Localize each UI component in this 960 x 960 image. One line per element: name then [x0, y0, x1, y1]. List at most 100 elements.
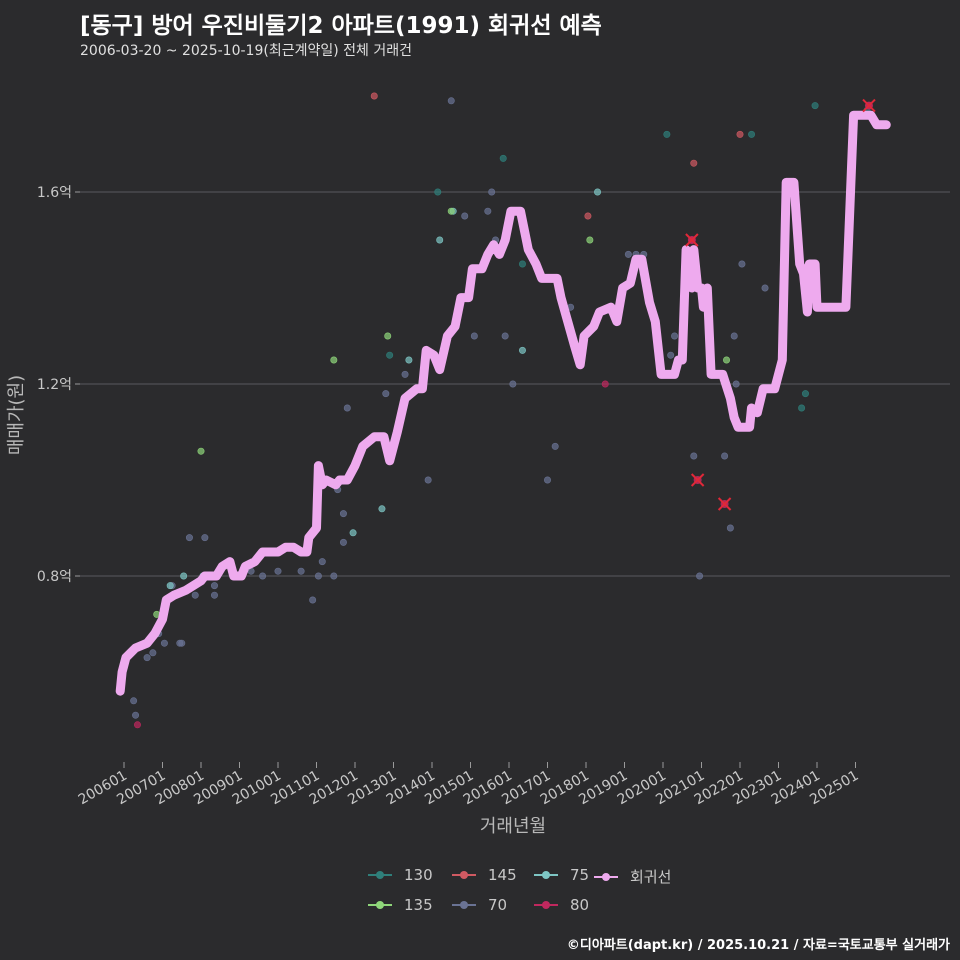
data-point	[378, 505, 386, 513]
chart-subtitle: 2006-03-20 ~ 2025-10-19(최근계약일) 전체 거래건	[80, 43, 412, 59]
y-tick-label: 1.2억	[37, 377, 72, 393]
data-point	[447, 97, 455, 105]
data-point	[586, 236, 594, 244]
legend-item[interactable]: 75	[534, 866, 589, 884]
data-point	[488, 188, 496, 196]
data-point	[349, 529, 357, 537]
data-point	[309, 596, 317, 604]
data-point	[723, 356, 731, 364]
data-point	[748, 130, 756, 138]
data-point	[297, 567, 305, 575]
data-point	[736, 130, 744, 138]
data-point	[424, 476, 432, 484]
legend-label: 70	[488, 896, 508, 914]
data-point	[405, 356, 413, 364]
data-point	[584, 212, 592, 220]
data-point	[339, 510, 347, 518]
data-point	[133, 721, 141, 729]
data-point	[509, 380, 517, 388]
data-point	[180, 572, 188, 580]
data-point	[384, 332, 392, 340]
data-point	[330, 572, 338, 580]
data-point	[210, 582, 218, 590]
legend-label: 80	[570, 896, 590, 914]
data-point	[210, 591, 218, 599]
data-point	[690, 159, 698, 167]
highlight-cross-icon	[717, 497, 732, 511]
data-point	[401, 370, 409, 378]
legend-key-icon	[452, 868, 476, 882]
data-point	[696, 572, 704, 580]
data-point	[518, 346, 526, 354]
data-point	[663, 130, 671, 138]
data-point	[811, 102, 819, 110]
data-point	[732, 380, 740, 388]
data-point	[330, 356, 338, 364]
highlight-cross-icon	[690, 473, 705, 487]
legend-item[interactable]: 회귀선	[594, 866, 671, 887]
data-point	[671, 332, 679, 340]
y-tick-label: 1.6억	[37, 185, 72, 201]
series-135	[153, 207, 731, 618]
legend-key-icon	[594, 870, 618, 884]
data-point	[434, 188, 442, 196]
data-point	[624, 250, 632, 258]
data-point	[191, 591, 199, 599]
y-tick-label: 0.8억	[37, 569, 72, 585]
highlighted-point	[717, 497, 732, 511]
data-point	[386, 351, 394, 359]
data-point	[149, 649, 157, 657]
data-point	[543, 476, 551, 484]
highlighted-point	[862, 98, 876, 113]
data-point	[721, 452, 729, 460]
data-point	[185, 534, 193, 542]
chart-title: [동구] 방어 우진비둘기2 아파트(1991) 회귀선 예측	[80, 13, 602, 39]
data-point	[447, 207, 455, 215]
data-point	[594, 188, 602, 196]
data-point	[314, 572, 322, 580]
legend-item[interactable]: 80	[534, 896, 589, 914]
legend-item[interactable]: 145	[452, 866, 517, 884]
legend-label: 75	[570, 866, 590, 884]
data-point	[130, 697, 138, 705]
data-point	[730, 332, 738, 340]
data-point	[197, 447, 205, 455]
data-point	[738, 260, 746, 268]
data-point	[343, 404, 351, 412]
data-point	[178, 639, 186, 647]
legend-item[interactable]: 135	[368, 896, 433, 914]
legend-key-icon	[368, 868, 392, 882]
series-130	[386, 102, 871, 412]
series-80	[133, 102, 873, 729]
legend-item[interactable]: 130	[368, 866, 433, 884]
data-point	[318, 558, 326, 566]
regression-line	[115, 110, 891, 696]
legend-key-icon	[368, 898, 392, 912]
axis-layer: 0.8억1.2억1.6억2006012007012008012009012010…	[37, 185, 862, 808]
data-point	[470, 332, 478, 340]
data-point	[132, 711, 140, 719]
source-caption: ©디아파트(dapt.kr) / 2025.10.21 / 자료=국토교통부 실…	[566, 938, 950, 953]
data-point	[143, 654, 151, 662]
data-point	[801, 390, 809, 398]
data-point	[501, 332, 509, 340]
legend-key-icon	[534, 868, 558, 882]
highlight-layer	[685, 98, 876, 511]
data-point	[667, 351, 675, 359]
data-point	[601, 380, 609, 388]
data-point	[551, 442, 559, 450]
series-145	[370, 92, 744, 220]
legend-key-icon	[452, 898, 476, 912]
legend-label: 135	[404, 896, 433, 914]
data-point	[201, 534, 209, 542]
data-point	[798, 404, 806, 412]
legend-item[interactable]: 70	[452, 896, 507, 914]
data-point	[690, 452, 698, 460]
data-point	[166, 582, 174, 590]
legend-label: 130	[404, 866, 433, 884]
data-point	[499, 154, 507, 162]
data-point	[761, 284, 769, 292]
data-point	[382, 390, 390, 398]
highlighted-point	[685, 233, 699, 247]
data-point	[518, 260, 526, 268]
